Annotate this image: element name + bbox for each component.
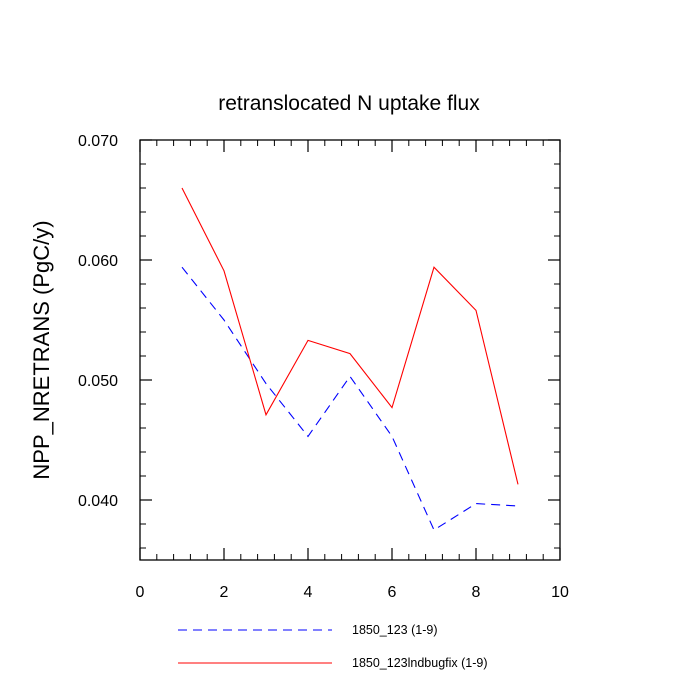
series-line-2 [181,187,519,485]
x-tick-label: 4 [304,584,313,601]
x-tick-label: 6 [388,584,397,601]
y-tick-label: 0.060 [78,253,118,270]
x-tick-label: 8 [472,584,481,601]
axis-ticks: 0 2 4 6 8 10 0.040 0.050 0.060 0.070 [78,133,569,601]
y-tick-label: 0.040 [78,493,118,510]
y-axis-label: NPP_NRETRANS (PgC/y) [29,220,54,479]
series-lines [181,187,519,531]
x-tick-label: 10 [551,584,569,601]
chart-title: retranslocated N uptake flux [218,92,480,115]
legend: 1850_123 (1-9) 1850_123lndbugfix (1-9) [178,623,488,670]
plot-frame [139,139,561,561]
legend-label-2: 1850_123lndbugfix (1-9) [352,656,488,670]
x-tick-label: 2 [220,584,229,601]
legend-label-1: 1850_123 (1-9) [352,623,437,637]
y-tick-label: 0.050 [78,373,118,390]
y-tick-label: 0.070 [78,133,118,150]
series-line-1 [181,266,519,531]
x-tick-label: 0 [136,584,145,601]
